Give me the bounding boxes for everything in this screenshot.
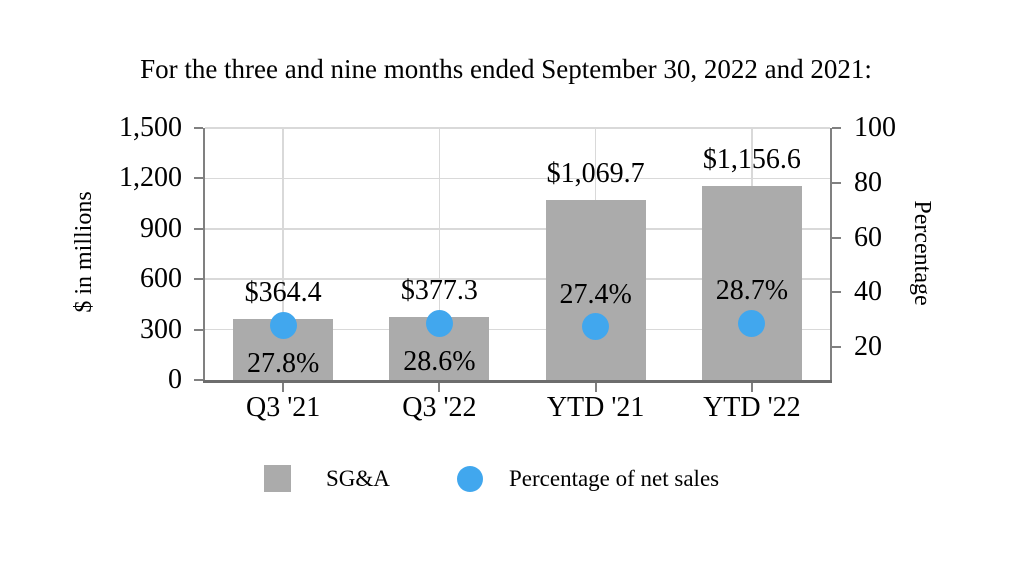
tick-right-40 <box>832 291 841 294</box>
right-axis-tick-label-60: 60 <box>854 221 882 253</box>
bar-label-ytd-21: $1,069.7 <box>546 158 645 190</box>
dot-ytd-22 <box>738 309 766 337</box>
left-axis-tick-label-300: 300 <box>140 313 182 345</box>
tick-right-20 <box>832 346 841 349</box>
legend-swatch-percentage <box>457 466 483 492</box>
tick-x-ytd-21 <box>594 382 597 392</box>
bar-ytd-22 <box>701 185 802 380</box>
tick-right-60 <box>832 236 841 239</box>
pct-label-q3-22: 28.6% <box>403 345 476 377</box>
tick-right-80 <box>832 181 841 184</box>
tick-left-600 <box>194 278 203 281</box>
left-axis-tick-label-1500: 1,500 <box>119 112 182 143</box>
dot-q3-22 <box>425 310 453 338</box>
right-axis-tick-label-40: 40 <box>854 276 882 308</box>
tick-right-100 <box>832 127 841 129</box>
pct-label-ytd-21: 27.4% <box>559 278 632 310</box>
bottom-axis-line <box>203 380 832 383</box>
left-axis-line <box>203 128 205 382</box>
dot-ytd-21 <box>582 313 610 341</box>
dot-q3-21 <box>269 312 297 340</box>
right-axis-tick-label-80: 80 <box>854 166 882 198</box>
x-label-ytd-22: YTD '22 <box>703 392 801 423</box>
left-axis-title: $ in millions <box>71 191 97 313</box>
x-label-q3-22: Q3 '22 <box>402 392 477 423</box>
gridline-h-1500 <box>205 127 830 129</box>
bar-label-q3-22: $377.3 <box>400 274 478 306</box>
left-axis-tick-label-600: 600 <box>140 263 182 295</box>
tick-left-900 <box>194 227 203 230</box>
tick-left-1500 <box>194 127 203 129</box>
right-axis-line <box>830 128 832 382</box>
tick-left-1200 <box>194 177 203 180</box>
bar-label-q3-21: $364.4 <box>244 276 322 308</box>
left-axis-tick-label-1200: 1,200 <box>119 162 182 194</box>
x-label-ytd-21: YTD '21 <box>546 392 645 423</box>
right-axis-title: Percentage <box>909 200 935 306</box>
left-axis-tick-label-900: 900 <box>140 212 182 244</box>
tick-left-0 <box>194 379 203 381</box>
gridline-h-300 <box>205 328 830 331</box>
gridline-h-1200 <box>205 177 830 180</box>
tick-x-ytd-22 <box>750 382 753 392</box>
tick-left-300 <box>194 328 203 331</box>
bar-ytd-21 <box>545 200 646 380</box>
right-axis-tick-label-20: 20 <box>854 331 882 363</box>
tick-x-q3-22 <box>438 382 441 392</box>
right-axis-tick-label-100: 100 <box>854 112 896 143</box>
gridline-h-600 <box>205 278 830 280</box>
bar-label-ytd-22: $1,156.6 <box>702 143 801 175</box>
left-axis-tick-label-0: 0 <box>168 364 182 395</box>
pct-label-ytd-22: 28.7% <box>715 275 789 307</box>
legend: SG&A Percentage of net sales <box>0 465 1012 493</box>
gridline-h-900 <box>205 228 830 230</box>
gridline-v-q3-21 <box>282 128 284 380</box>
x-label-q3-21: Q3 '21 <box>245 392 321 423</box>
legend-swatch-sga <box>264 465 291 492</box>
legend-label-sga: SG&A <box>326 466 390 491</box>
pct-label-q3-21: 27.8% <box>246 347 320 379</box>
legend-label-percentage: Percentage of net sales <box>509 466 720 491</box>
tick-x-q3-21 <box>282 382 285 392</box>
chart-title: For the three and nine months ended Sept… <box>140 54 872 84</box>
gridline-v-q3-22 <box>438 128 441 380</box>
